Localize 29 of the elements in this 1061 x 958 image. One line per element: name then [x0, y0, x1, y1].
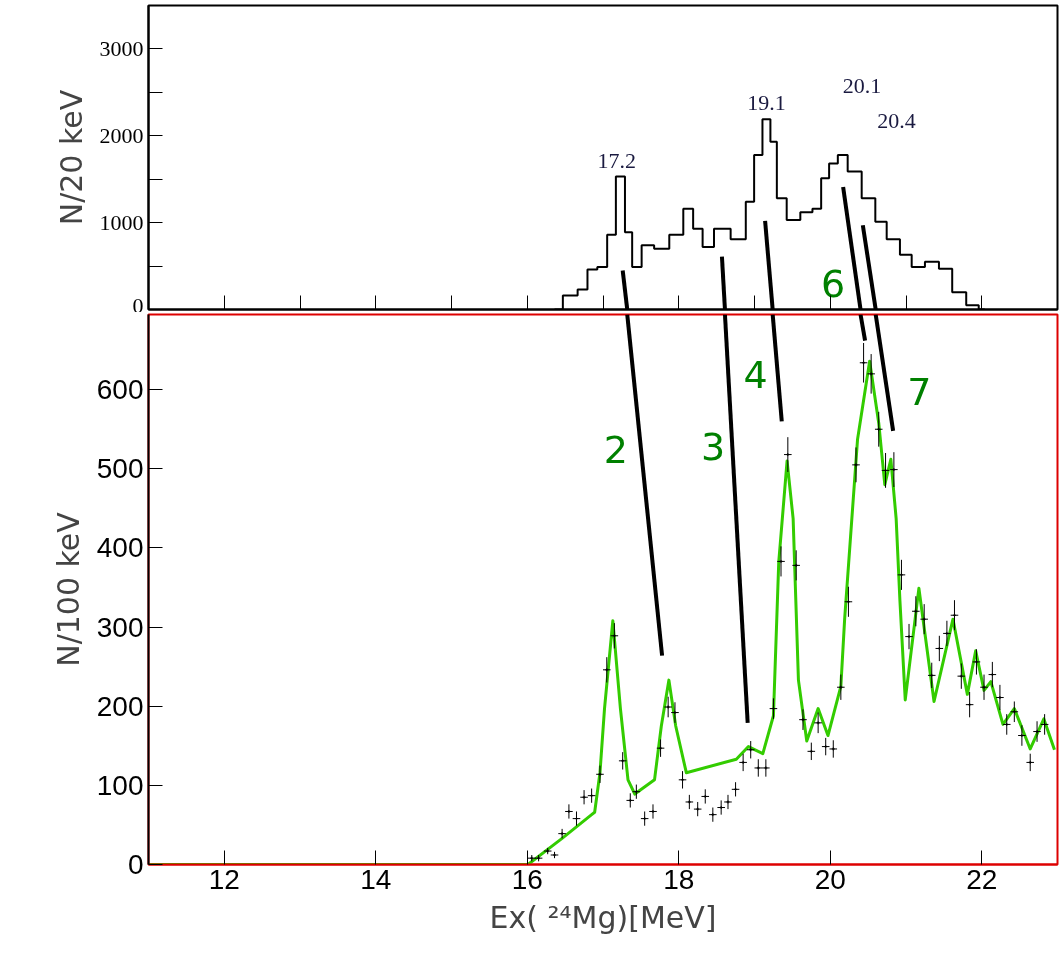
y-tick-label: 200 [96, 690, 144, 722]
x-tick-label: 14 [360, 863, 392, 895]
y-tick-label: 3000 [99, 35, 144, 61]
y-axis-title: N/100 keV [50, 511, 86, 667]
y-tick-label: 300 [96, 611, 144, 643]
annotation: 7 [907, 369, 932, 414]
y-tick-label: 600 [96, 374, 144, 406]
annotation: 17.2 [597, 148, 636, 174]
y-tick-label: 0 [132, 292, 144, 318]
y-tick-label: 0 [127, 849, 144, 880]
y-tick-label: 400 [96, 532, 144, 564]
y-tick-label: 1000 [99, 209, 144, 235]
y-tick-label: 2000 [99, 122, 144, 148]
x-tick-label: 12 [208, 863, 240, 895]
x-axis-title: Ex( ²⁴Mg)[MeV] [489, 899, 717, 935]
x-tick-label: 20 [814, 863, 846, 895]
annotation: 20.1 [842, 73, 882, 99]
x-tick-label: 16 [511, 863, 543, 895]
annotation: 4 [743, 352, 768, 397]
y-tick-label: 100 [96, 769, 144, 801]
x-tick-label: 18 [663, 863, 695, 895]
annotation: 3 [700, 425, 726, 470]
x-tick-label: 22 [966, 863, 998, 895]
annotation: 6 [820, 262, 846, 307]
annotation: 2 [603, 428, 628, 472]
annotation: 19.1 [747, 90, 786, 116]
annotation: 20.4 [877, 108, 916, 134]
y-axis-title: N/20 keV [53, 89, 89, 226]
y-tick-label: 500 [96, 453, 144, 485]
